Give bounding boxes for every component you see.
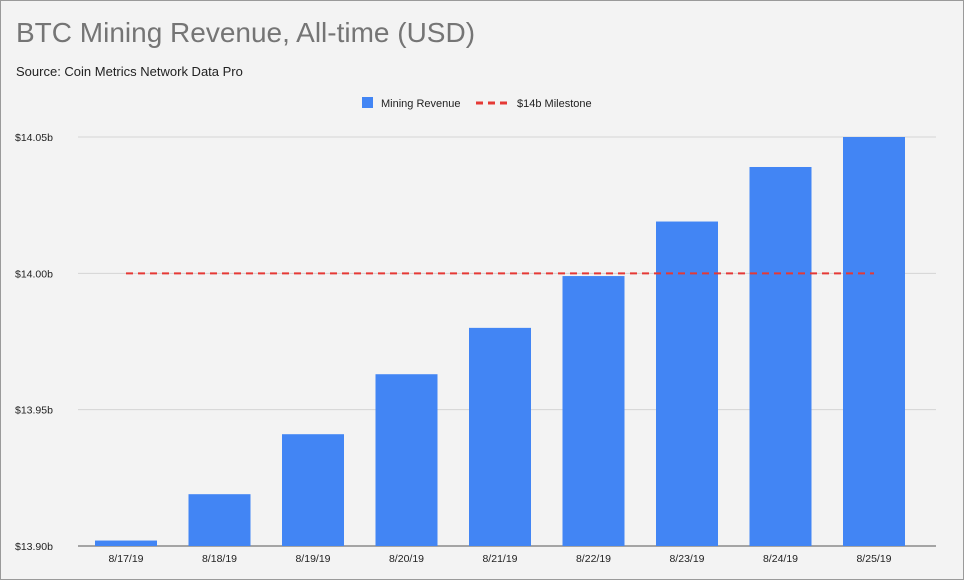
bar	[749, 166, 812, 546]
bar	[375, 374, 438, 546]
y-tick-label: $13.95b	[15, 405, 53, 417]
chart-subtitle: Source: Coin Metrics Network Data Pro	[16, 64, 243, 79]
legend: Mining Revenue $14b Milestone	[362, 97, 592, 110]
y-axis-ticks: $13.90b $13.95b $14.00b $14.05b	[15, 132, 53, 553]
bar	[188, 494, 251, 546]
x-tick-label: 8/17/19	[108, 553, 143, 565]
x-tick-label: 8/23/19	[669, 553, 704, 565]
bar	[95, 540, 157, 546]
legend-swatch-mining-revenue	[362, 97, 373, 108]
x-tick-label: 8/20/19	[389, 553, 424, 565]
legend-label-mining-revenue: Mining Revenue	[381, 98, 461, 110]
bar	[282, 434, 344, 546]
bar	[656, 221, 718, 546]
y-tick-label: $14.00b	[15, 268, 53, 280]
bars	[95, 137, 905, 546]
x-tick-label: 8/19/19	[295, 553, 330, 565]
x-tick-label: 8/21/19	[482, 553, 517, 565]
x-tick-label: 8/22/19	[576, 553, 611, 565]
legend-label-milestone: $14b Milestone	[517, 98, 592, 110]
y-tick-label: $14.05b	[15, 132, 53, 144]
bar	[843, 137, 905, 546]
y-tick-label: $13.90b	[15, 541, 53, 553]
x-axis-ticks: 8/17/19 8/18/19 8/19/19 8/20/19 8/21/19 8/22/…	[108, 553, 891, 565]
x-tick-label: 8/18/19	[202, 553, 237, 565]
x-tick-label: 8/24/19	[763, 553, 798, 565]
bar	[469, 327, 531, 546]
bar	[562, 276, 625, 546]
chart-title: BTC Mining Revenue, All-time (USD)	[16, 17, 476, 48]
x-tick-label: 8/25/19	[856, 553, 891, 565]
